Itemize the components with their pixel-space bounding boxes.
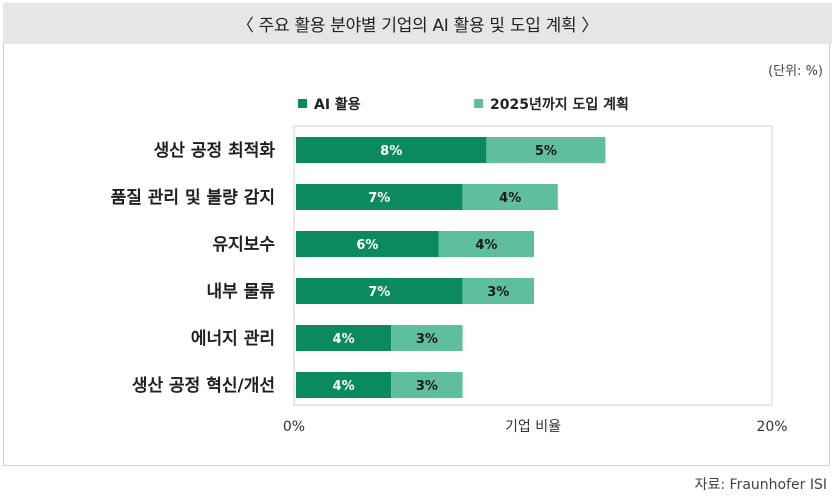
plot-area-border (293, 125, 773, 406)
chart-frame (3, 44, 830, 466)
bar-ai-usage (296, 231, 439, 257)
bar-plan-2025 (438, 231, 534, 257)
category-label: 생산 공정 최적화 (154, 141, 276, 161)
x-tick-max: 20% (756, 419, 787, 435)
source-note: 자료: Fraunhofer ISI (694, 477, 827, 493)
data-label: 3% (416, 379, 438, 394)
data-label: 4% (499, 191, 521, 206)
category-label: 유지보수 (212, 235, 275, 255)
bar-plan-2025 (486, 137, 606, 163)
unit-label: (단위: %) (768, 64, 823, 79)
legend-swatch-ai-usage (298, 99, 307, 108)
data-label: 6% (356, 238, 378, 253)
bar-plan-2025 (462, 278, 534, 304)
bar-ai-usage (296, 278, 463, 304)
data-label: 3% (416, 332, 438, 347)
legend: AI 활용 2025년까지 도입 계획 (298, 96, 629, 113)
x-axis-label: 기업 비율 (505, 419, 561, 435)
data-label: 4% (475, 238, 497, 253)
chart-title: 〈 주요 활용 분야별 기업의 AI 활용 및 도입 계획 〉 (3, 3, 832, 44)
bar-ai-usage (296, 137, 487, 163)
legend-swatch-plan-2025 (474, 99, 483, 108)
data-label: 3% (487, 285, 509, 300)
bar-plan-2025 (462, 184, 558, 210)
bar-ai-usage (296, 372, 392, 398)
legend-label-plan-2025: 2025년까지 도입 계획 (490, 96, 629, 113)
category-label: 에너지 관리 (191, 329, 275, 349)
data-label: 5% (535, 144, 557, 159)
x-tick-min: 0% (283, 419, 305, 435)
category-label: 품질 관리 및 불량 감지 (111, 187, 275, 208)
bars-group: 생산 공정 최적화 8% 5% 품질 관리 및 불량 감지 7% 4% 유지보수 6% 4% 내부… (111, 137, 606, 398)
bar-ai-usage (296, 325, 392, 351)
bar-plan-2025 (391, 372, 463, 398)
bar-plan-2025 (391, 325, 463, 351)
data-label: 4% (333, 332, 355, 347)
legend-label-ai-usage: AI 활용 (314, 96, 361, 113)
data-label: 7% (368, 285, 390, 300)
bar-ai-usage (296, 184, 463, 210)
data-label: 7% (368, 191, 390, 206)
data-label: 4% (333, 379, 355, 394)
category-label: 내부 물류 (207, 282, 276, 302)
category-label: 생산 공정 혁신/개선 (132, 375, 275, 396)
data-label: 8% (380, 144, 402, 159)
